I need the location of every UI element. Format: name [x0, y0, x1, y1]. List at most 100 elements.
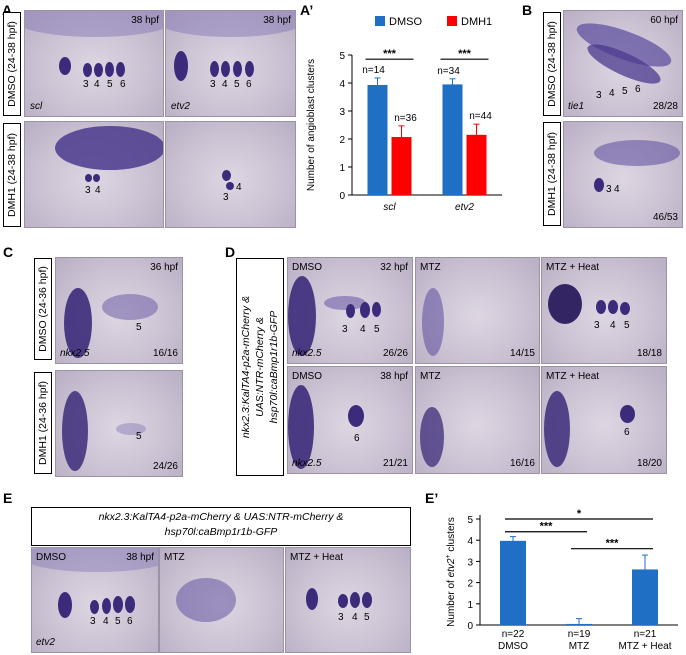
y-tick-label: 1: [339, 163, 345, 174]
condition-label: MTZ: [420, 371, 441, 382]
cluster-4: 4: [614, 184, 620, 195]
y-tick-label: 4: [467, 536, 473, 547]
cluster-3: 3: [594, 320, 600, 331]
gene-label: nkx2.5: [292, 348, 322, 359]
n-label: n=22: [502, 629, 525, 640]
image-d-mtz-heat-38: MTZ + Heat 6 18/20: [541, 366, 667, 474]
image-d-dmso-32: DMSO 32 hpf 3 4 5 nkx2.5 26/26: [287, 257, 413, 364]
condition-label: MTZ: [164, 552, 185, 563]
y-tick-label: 5: [467, 515, 473, 526]
legend-label-dmso: DMSO: [389, 16, 422, 28]
bar: [500, 540, 526, 625]
legend-swatch-dmso: [375, 16, 385, 26]
significance-label: ***: [458, 48, 472, 60]
cluster-3: 3: [606, 184, 612, 195]
condition-label: MTZ + Heat: [546, 262, 600, 273]
cluster-4: 4: [610, 320, 616, 331]
stage-label: 38 hpf: [380, 371, 408, 382]
genotype-label-d: nkx2.3:KalTA4-p2a-mCherry & UAS:NTR-mChe…: [236, 258, 284, 476]
n-label: n=21: [634, 629, 657, 640]
panel-letter-a: A: [2, 2, 13, 18]
gene-label: etv2: [36, 637, 55, 648]
row-label-b-dmh1: DMH1 (24-38 hpf): [543, 122, 561, 226]
cluster-5: 5: [234, 79, 240, 90]
ratio-label: 28/28: [652, 101, 678, 112]
ratio-label: 46/53: [652, 212, 678, 223]
row-label-c-dmh1: DMH1 (24-36 hpf): [34, 372, 52, 474]
cluster-6: 6: [635, 84, 641, 95]
cluster-6: 6: [246, 79, 252, 90]
condition-label: MTZ + Heat: [290, 552, 344, 563]
panel-letter-a-prime: A’: [300, 2, 314, 18]
cluster-5: 5: [364, 612, 370, 623]
ratio-label: 24/26: [152, 461, 178, 472]
panel-letter-e: E: [3, 490, 13, 506]
ratio-label: 26/26: [382, 348, 408, 359]
n-label: n=19: [568, 629, 591, 640]
stage-label: 38 hpf: [263, 15, 291, 26]
gene-label: scl: [30, 101, 43, 112]
condition-label: DMSO: [292, 262, 322, 273]
row-label-c-dmso: DMSO (24-36 hpf): [34, 258, 52, 360]
image-e-dmso: DMSO 38 hpf 3 4 5 6 etv2: [31, 547, 159, 653]
cluster-3: 3: [596, 90, 602, 101]
y-tick-label: 5: [339, 51, 345, 62]
x-tick-label: scl: [383, 202, 396, 213]
condition-label: DMSO: [292, 371, 322, 382]
panel-letter-e-prime: E’: [425, 490, 439, 506]
cluster-3: 3: [338, 612, 344, 623]
panel-letter-b: B: [522, 2, 533, 18]
legend-label-dmh1: DMH1: [461, 16, 492, 28]
image-d-mtz-32: MTZ 14/15: [415, 257, 540, 364]
stage-label: 38 hpf: [131, 15, 159, 26]
bar: [391, 137, 412, 195]
significance-label: ***: [606, 538, 620, 550]
cluster-5: 5: [374, 324, 380, 335]
cluster-4: 4: [103, 616, 109, 627]
significance-label: ***: [383, 48, 397, 60]
bar: [442, 84, 463, 195]
panel-letter-d: D: [225, 244, 236, 260]
cluster-6: 6: [120, 79, 126, 90]
stage-label: 38 hpf: [126, 552, 154, 563]
x-tick-label: DMSO: [498, 641, 528, 652]
image-a-etv2-dmh1: 3 4: [165, 121, 296, 228]
cluster-4: 4: [352, 612, 358, 623]
ratio-label: 14/15: [509, 348, 535, 359]
cluster-5: 5: [115, 616, 121, 627]
x-tick-label: MTZ: [569, 641, 590, 652]
n-label: n=36: [394, 113, 417, 124]
image-b-tie1-dmso: 60 hpf 3 4 5 6 tie1 28/28: [563, 10, 683, 117]
condition-label: MTZ: [420, 262, 441, 273]
stage-label: 36 hpf: [150, 262, 178, 273]
n-label: n=44: [469, 111, 492, 122]
image-d-mtz-38: MTZ 16/16: [415, 366, 540, 474]
y-tick-label: 3: [339, 107, 345, 118]
cluster-3: 3: [85, 185, 91, 196]
gene-label: nkx2.5: [292, 458, 322, 469]
image-d-mtz-heat-32: MTZ + Heat 3 4 5 18/18: [541, 257, 667, 364]
cluster-3: 3: [83, 79, 89, 90]
cluster-6: 6: [354, 433, 360, 444]
image-a-scl-dmh1: 3 4: [24, 121, 164, 228]
cluster-6: 6: [127, 616, 133, 627]
bar: [367, 84, 388, 195]
row-label-a-dmso: DMSO (24-38 hpf): [3, 12, 21, 116]
condition-label: DMSO: [36, 552, 66, 563]
cluster-5: 5: [107, 79, 113, 90]
image-c-nkx25-dmso: 36 hpf 5 nkx2.5 16/16: [55, 257, 183, 364]
row-label-a-dmh1: DMH1 (24-38 hpf): [3, 123, 21, 227]
ratio-label: 18/20: [636, 458, 662, 469]
image-e-mtz: MTZ: [159, 547, 284, 653]
row-label-b-dmso: DMSO (24-38 hpf): [543, 12, 561, 116]
y-tick-label: 0: [339, 191, 345, 202]
cluster-4: 4: [222, 79, 228, 90]
cluster-3: 3: [223, 192, 229, 203]
gene-label: nkx2.5: [60, 348, 90, 359]
stage-label: 60 hpf: [650, 15, 678, 26]
y-tick-label: 3: [467, 557, 473, 568]
x-tick-label: MTZ + Heat: [618, 641, 671, 652]
y-axis-label: Number of angioblast clusters: [306, 59, 317, 191]
image-a-scl-dmso: 38 hpf 3 4 5 6 scl: [24, 10, 164, 117]
